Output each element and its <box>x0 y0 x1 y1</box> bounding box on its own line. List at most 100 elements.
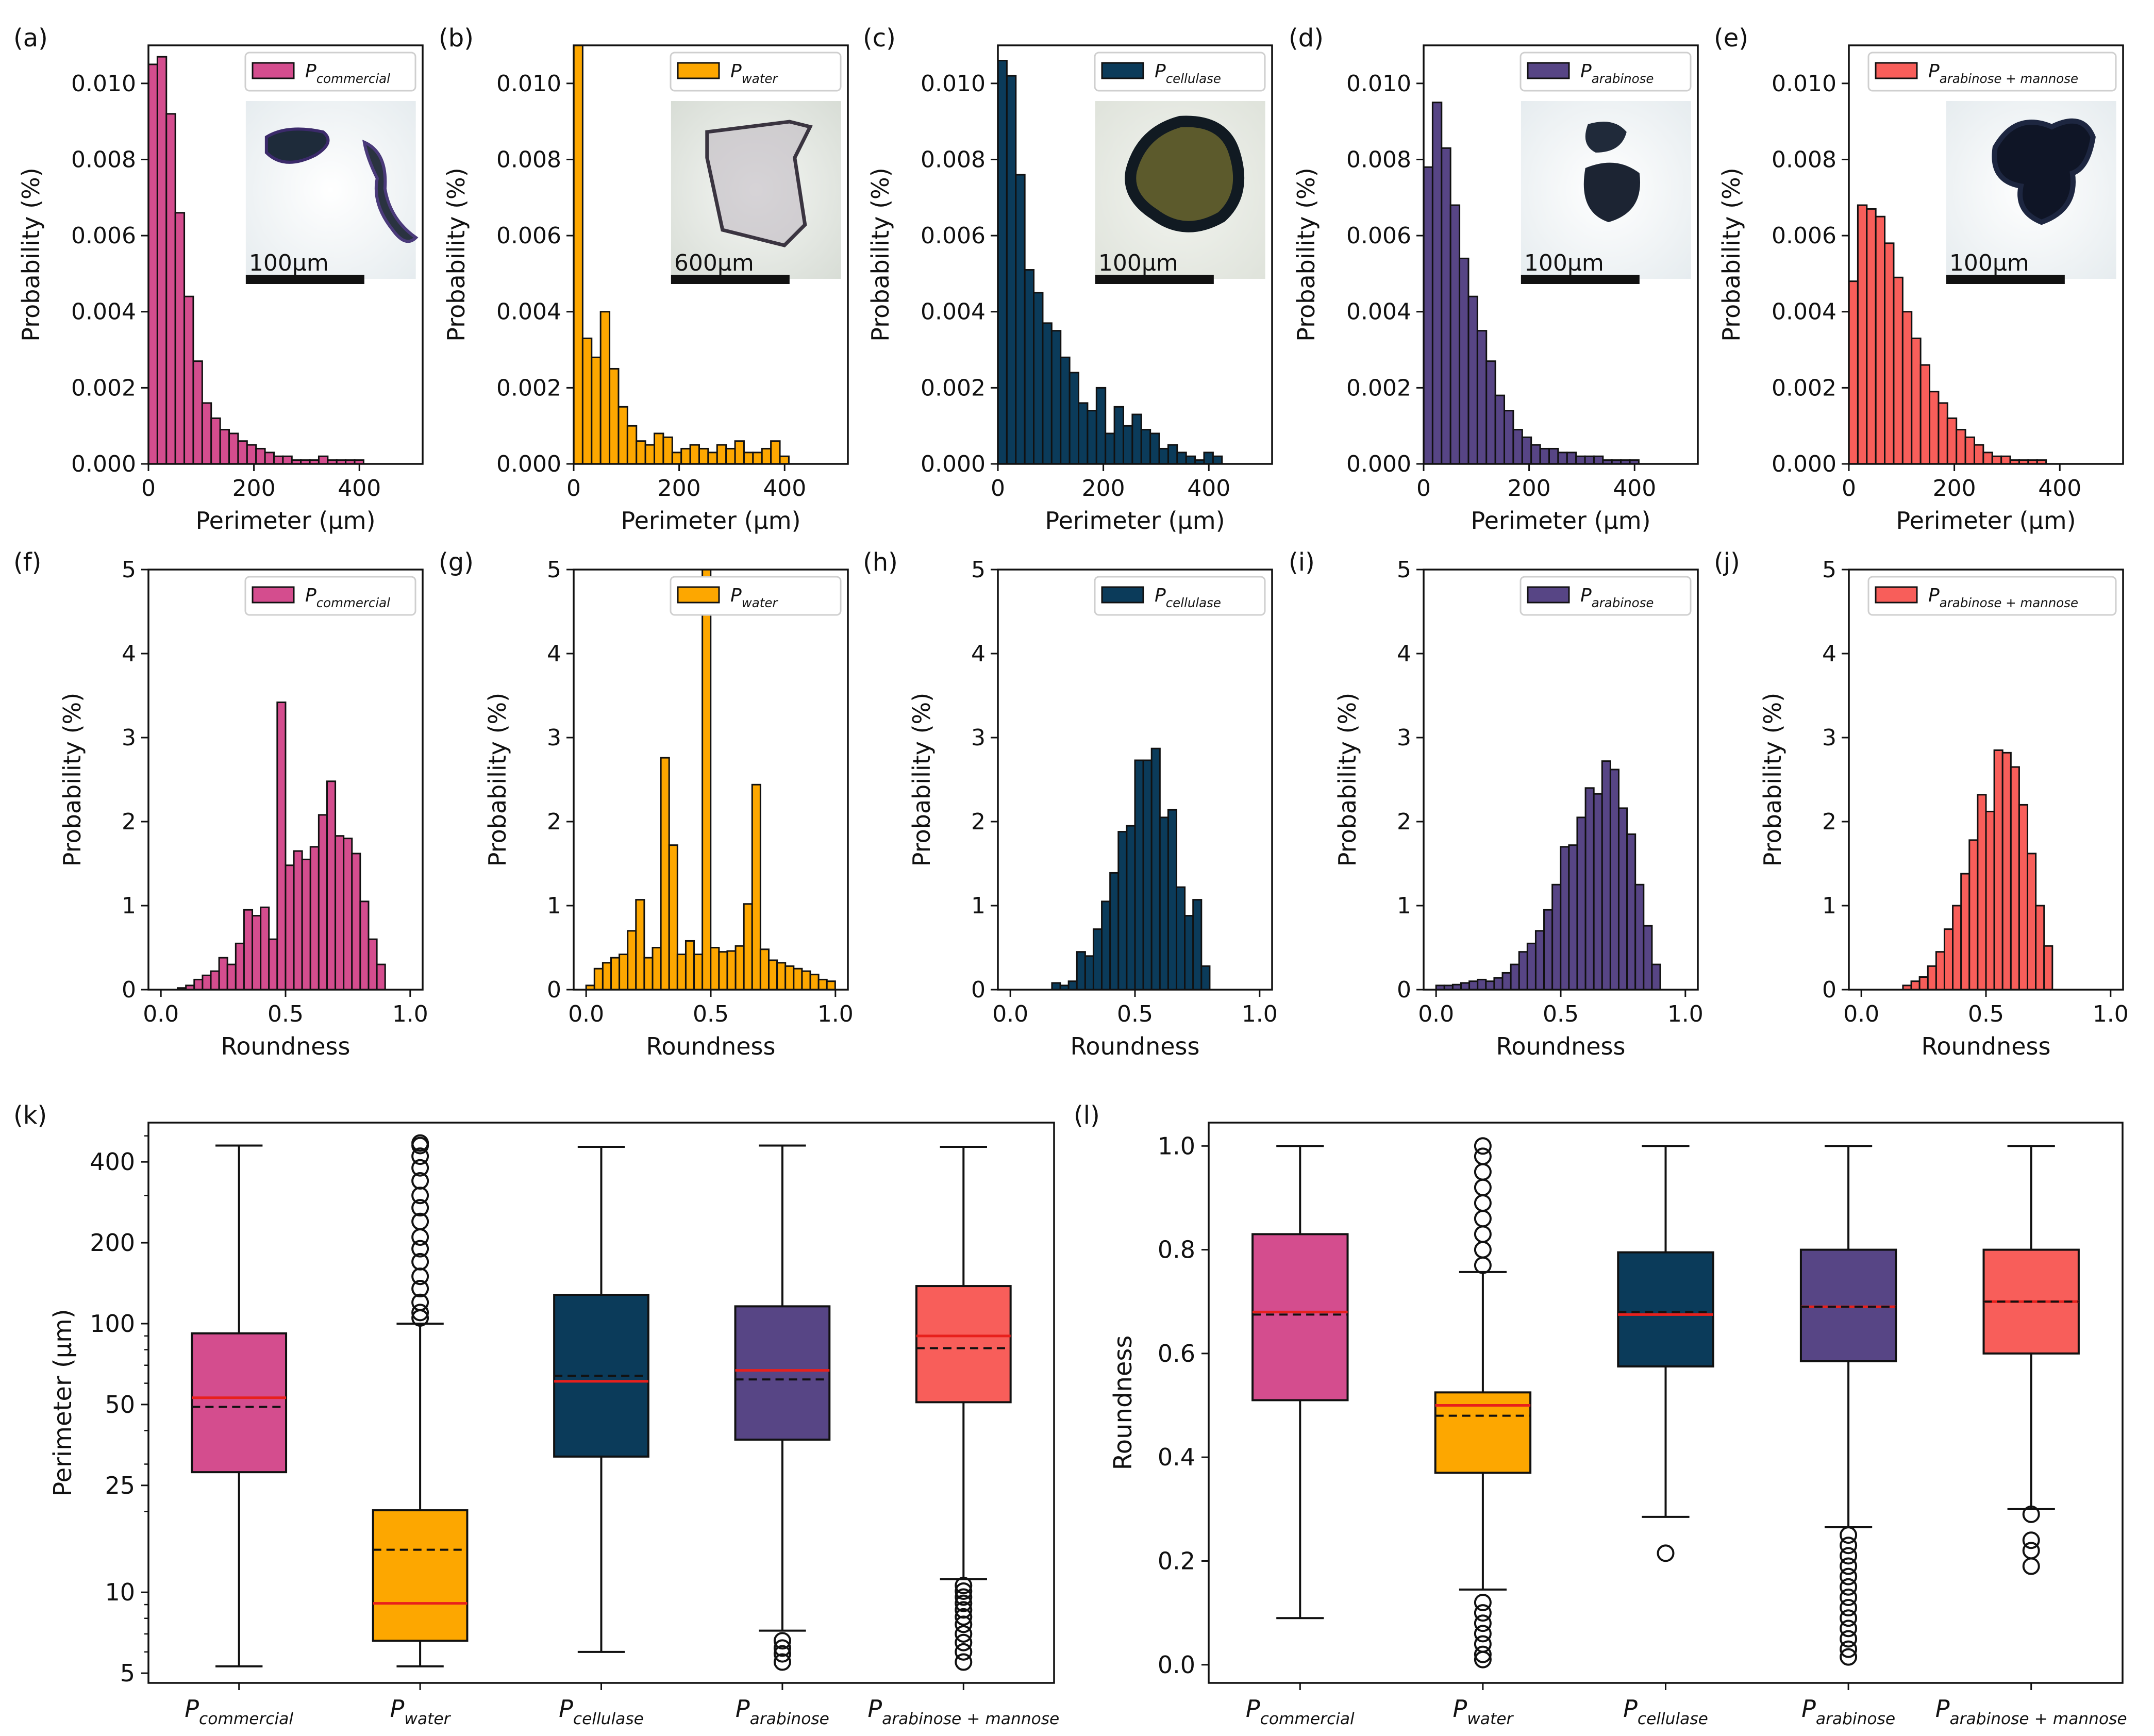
panel-l: Pcommercial Pwater Pcellulase Parabinose Par… <box>1074 1101 2127 1728</box>
histogram-bar <box>671 452 682 465</box>
y-tick-label: 1 <box>122 893 136 919</box>
iqr-box <box>1799 1248 1897 1362</box>
outlier-point <box>411 1172 429 1190</box>
panel-label: (f) <box>13 548 41 577</box>
legend-label: Pcellulase <box>1155 585 1221 610</box>
histogram-bar <box>743 903 753 991</box>
histogram-bar <box>693 954 704 991</box>
x-tick-label: 0 <box>566 475 581 502</box>
y-tick-label: 2 <box>122 809 136 835</box>
histogram-bar <box>676 954 687 991</box>
y-tick-label: 200 <box>90 1229 135 1257</box>
outlier-point <box>955 1653 973 1671</box>
x-tick-label: 200 <box>232 475 276 502</box>
histogram-bar <box>581 337 593 465</box>
y-tick-label: 0.006 <box>496 223 561 249</box>
y-tick-label: 0.002 <box>921 375 986 401</box>
outlier-point <box>411 1240 429 1258</box>
histogram-bar <box>1501 972 1512 991</box>
x-tick-label: 0.5 <box>1968 1001 2004 1027</box>
x-tick-label-sub: cellulase <box>573 1710 644 1728</box>
y-tick-label: 2 <box>971 809 986 835</box>
y-tick-label: 0.008 <box>496 146 561 173</box>
histogram-bar <box>252 915 262 991</box>
histogram-bar <box>654 432 664 465</box>
panel-h: 0 1 2 3 4 5 0.0 0.5 1.0 Roundness Probability (%) (… <box>863 548 1278 1060</box>
legend-label: Pwater <box>730 61 778 86</box>
y-tick-label: 4 <box>547 641 561 667</box>
outlier-point <box>773 1632 791 1650</box>
axes-frame <box>1423 44 1699 465</box>
histogram-bar <box>260 906 270 991</box>
histogram-bar <box>1952 905 1962 991</box>
legend-swatch <box>1101 586 1144 604</box>
legend-label: Parabinose + mannose <box>1928 585 2078 610</box>
outlier-point <box>955 1615 973 1633</box>
histogram-bar <box>1101 900 1111 991</box>
y-tick-label: 3 <box>1822 725 1836 751</box>
y-tick-label: 2 <box>547 809 561 835</box>
x-tick-label-sub: arabinose <box>750 1710 829 1728</box>
histogram-bar <box>668 844 678 991</box>
y-tick-label: 0.010 <box>496 71 561 97</box>
histogram-bar <box>237 440 248 465</box>
outlier-point <box>411 1147 429 1165</box>
outlier-point <box>411 1159 429 1177</box>
y-tick-label: 5 <box>547 557 561 583</box>
legend-label-main: P <box>305 61 316 82</box>
outlier-point <box>955 1633 973 1651</box>
legend-label-sub: commercial <box>316 71 390 86</box>
y-tick-label: 1 <box>971 893 986 919</box>
histogram-bar <box>817 978 828 991</box>
x-tick-label: 0.5 <box>1543 1001 1579 1027</box>
y-axis-label: Probability (%) <box>1759 693 1786 866</box>
histogram-bar <box>725 447 736 465</box>
outlier-point <box>1840 1557 1858 1575</box>
x-axis-label: Perimeter (μm) <box>1471 507 1650 535</box>
y-tick-label: 0.2 <box>1158 1547 1195 1575</box>
y-tick-label: 0 <box>1397 977 1411 1003</box>
y-tick-label: 0.000 <box>71 451 136 477</box>
x-tick-label: Pwater <box>1452 1695 1514 1728</box>
histogram-bar <box>1084 955 1094 991</box>
box-commercial <box>191 1144 288 1667</box>
histogram-bar <box>1441 147 1451 465</box>
x-tick-label: 200 <box>658 475 701 502</box>
outlier-point <box>1840 1599 1858 1617</box>
y-tick-label: 25 <box>105 1472 135 1499</box>
histogram-bar <box>1593 793 1603 991</box>
histogram-bar <box>1960 873 1971 991</box>
histogram-bar <box>1176 886 1186 991</box>
histogram-bar <box>246 444 257 465</box>
x-tick-label: 200 <box>1508 475 1551 502</box>
histogram-bar <box>301 858 311 991</box>
y-axis-label: Roundness <box>1109 1336 1138 1471</box>
histogram-bar <box>1901 311 1913 465</box>
histogram-bar <box>1543 909 1554 991</box>
histogram-bar <box>1184 915 1194 991</box>
histogram-bar <box>826 980 836 991</box>
outlier-point <box>1840 1547 1858 1565</box>
micrograph-inset: 100μm <box>1095 101 1265 284</box>
histogram-bar <box>680 447 691 465</box>
histogram-bar <box>326 780 337 991</box>
y-tick-label: 1 <box>1822 893 1836 919</box>
box-water <box>372 1134 469 1667</box>
histogram-bar <box>1530 444 1541 465</box>
box-arabinose <box>734 1144 831 1671</box>
x-tick-label-sub: water <box>1467 1710 1514 1728</box>
panel-label: (b) <box>439 24 474 53</box>
histogram-bar <box>1982 452 1993 465</box>
outlier-point <box>773 1639 791 1657</box>
y-tick-label: 0.004 <box>71 299 136 325</box>
x-tick-label: 400 <box>338 475 381 502</box>
legend: Pwater <box>670 576 842 616</box>
histogram-bar <box>1643 925 1653 991</box>
legend-label-sub: arabinose + mannose <box>1940 595 2078 610</box>
micrograph-inset: 100μm <box>1946 101 2116 284</box>
outlier-point <box>1840 1620 1858 1638</box>
histogram-bar <box>1467 295 1478 465</box>
legend: Pcommercial <box>244 52 416 92</box>
legend-label-main: P <box>305 585 316 606</box>
panel-label: (a) <box>13 24 48 53</box>
